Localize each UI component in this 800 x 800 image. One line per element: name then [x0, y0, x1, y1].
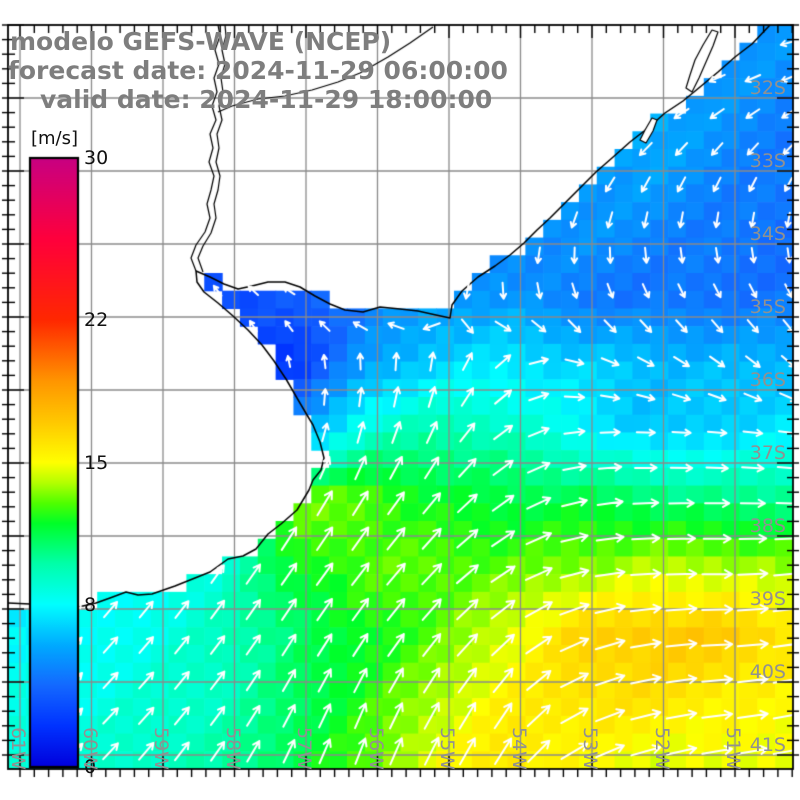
lat-label: 35S [749, 296, 786, 318]
lon-label: 56W [364, 727, 387, 770]
colorbar-tick-label: 8 [84, 593, 97, 616]
lat-label: 40S [749, 661, 786, 683]
lon-label: 54W [507, 727, 530, 770]
lat-label: 41S [749, 734, 786, 756]
lon-label: 61W [7, 727, 29, 770]
lon-label: 52W [650, 727, 673, 770]
colorbar-tick-label: 15 [84, 451, 109, 474]
colorbar-tick-label: 0 [84, 756, 97, 778]
colorbar-tick-label: 30 [84, 147, 109, 169]
lon-label: 55W [436, 727, 458, 770]
lon-label: 59W [150, 727, 172, 770]
lon-label: 60W [78, 727, 101, 770]
valid-date-label: valid date: 2024-11-29 18:00:00 [40, 85, 493, 114]
lat-label: 34S [749, 223, 786, 245]
colorbar-tick-label: 22 [84, 309, 109, 332]
lat-label: 39S [749, 588, 786, 610]
lon-label: 53W [579, 727, 601, 770]
lat-label: 33S [749, 150, 786, 172]
model-title: modelo GEFS-WAVE (NCEP) [10, 27, 392, 56]
lon-label: 57W [293, 727, 315, 770]
lat-label: 36S [749, 369, 786, 391]
lon-label: 58W [221, 727, 244, 770]
lon-label: 51W [722, 727, 744, 770]
lat-label: 37S [749, 442, 786, 464]
lat-label: 38S [749, 515, 786, 537]
lat-label: 32S [749, 77, 786, 99]
forecast-date-label: forecast date: 2024-11-29 06:00:00 [8, 56, 508, 85]
colorbar-unit-label: [m/s] [31, 128, 79, 149]
